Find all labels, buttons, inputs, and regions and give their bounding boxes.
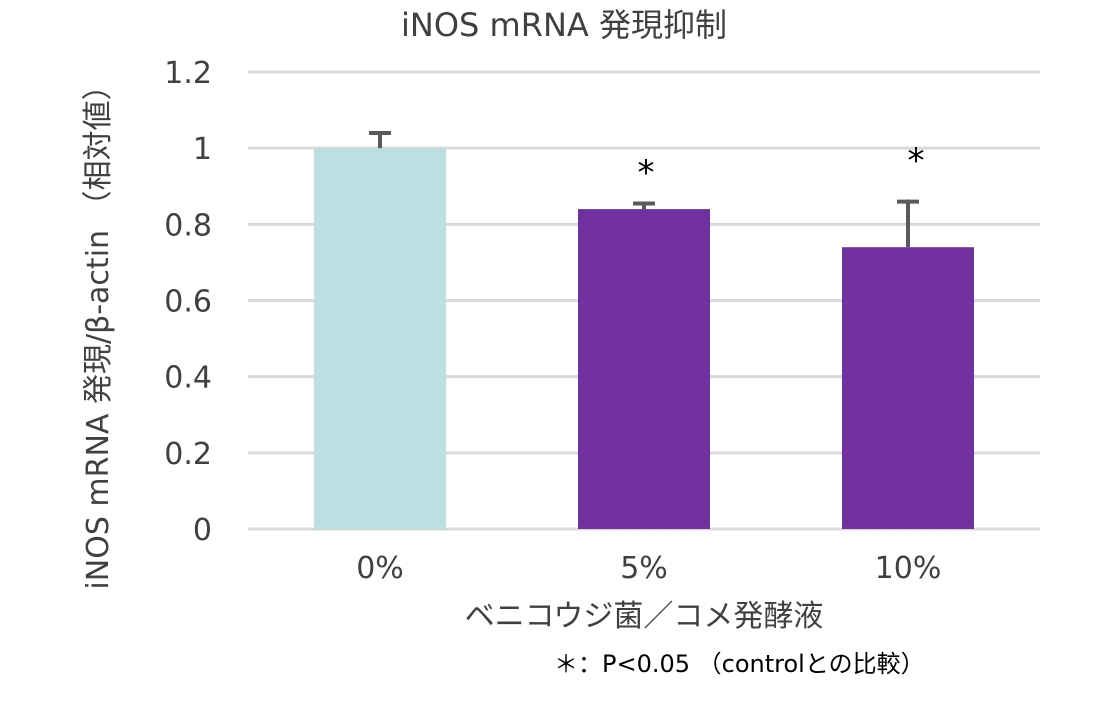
y-tick-label: 1 [193, 132, 212, 167]
significance-marker: * [638, 153, 655, 193]
x-tick-label: 0% [356, 551, 404, 586]
y-tick-label: 0.8 [164, 208, 212, 243]
x-tick-label: 5% [620, 551, 668, 586]
chart-title: iNOS mRNA 発現抑制 [401, 6, 727, 44]
significance-marker: * [908, 141, 925, 181]
y-tick-label: 1.2 [164, 56, 212, 91]
y-tick-label: 0.6 [164, 285, 212, 320]
x-axis-label: ベニコウジ菌／コメ発酵液 [465, 599, 824, 634]
x-tick-label: 10% [875, 551, 942, 586]
significance-note: ＊：P<0.05 （controlとの比較） [554, 650, 925, 678]
y-tick-label: 0 [193, 513, 212, 548]
bar-5% [578, 209, 710, 529]
bar-0% [314, 148, 446, 529]
y-tick-label: 0.4 [164, 361, 212, 396]
y-axis-label: iNOS mRNA 発現/β-actin （相対値） [81, 70, 116, 589]
bar-10% [842, 247, 974, 529]
y-tick-label: 0.2 [164, 437, 212, 472]
